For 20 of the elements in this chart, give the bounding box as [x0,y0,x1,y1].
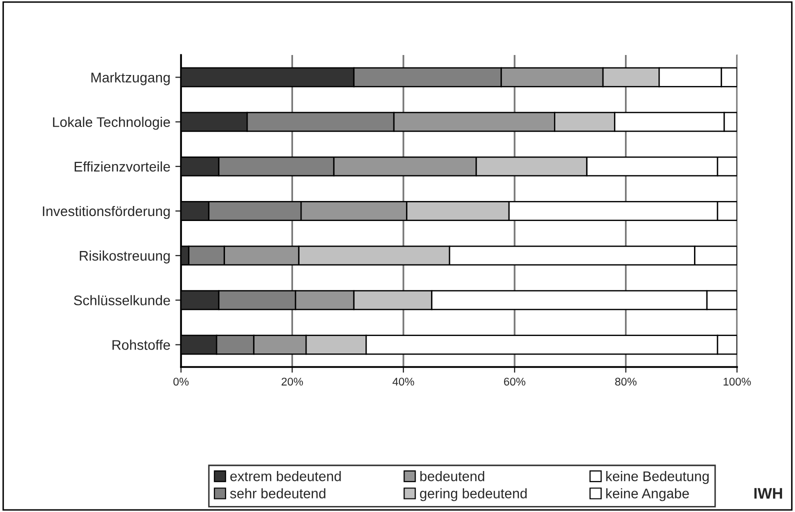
x-tick-label: 60% [504,378,526,386]
y-tick-label: Rohstoffe [112,340,170,350]
x-tick-label: 80% [615,378,637,386]
legend-label: keine Angabe [606,488,689,502]
legend-label: keine Bedeutung [606,471,709,484]
x-tick-label: 40% [392,378,414,386]
legend-label: sehr bedeutend [230,488,326,498]
text: IWH [754,488,782,499]
y-tick-label: Risikostreuung [80,250,170,264]
x-tick-label: 100% [724,378,751,386]
y-tick-label: Marktzugang [91,72,170,86]
x-tick-label: 0% [173,378,189,386]
y-tick-label: Effizienzvorteile [74,161,170,172]
x-tick-label: 20% [282,378,303,386]
y-tick-label: Lokale Technologie [53,116,170,130]
legend-label: gering bedeutend [420,488,527,502]
y-tick-label: Schlüsselkunde [74,295,170,306]
legend-label: bedeutend [420,471,484,482]
y-tick-label: Investitionsförderung [42,206,170,219]
legend-label: extrem bedeutend [230,471,341,482]
